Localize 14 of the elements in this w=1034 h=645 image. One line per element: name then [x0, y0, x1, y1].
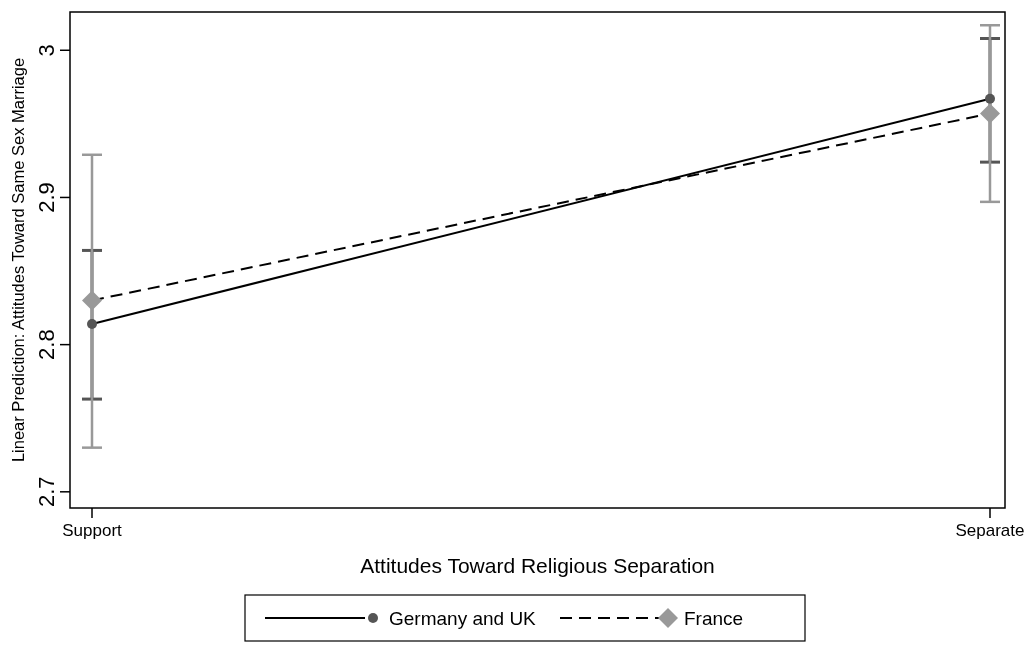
y-tick-label: 3: [34, 44, 59, 57]
point: [985, 93, 995, 104]
y-tick-label: 2.8: [34, 329, 59, 360]
point: [980, 103, 1000, 124]
legend-label: France: [684, 608, 744, 629]
y-tick-label: 2.9: [34, 182, 59, 213]
legend-label: Germany and UK: [389, 608, 537, 629]
point: [87, 319, 97, 330]
x-tick-label: Separate: [955, 521, 1025, 540]
y-tick-label: 2.7: [34, 476, 59, 508]
x-tick-label: Support: [62, 521, 123, 540]
y-axis-title: Linear Prediction: Attitudes Toward Same Sex Marriage: [9, 57, 27, 463]
point: [82, 290, 102, 311]
x-axis-title: Attitudes Toward Religious Separation: [360, 554, 715, 577]
